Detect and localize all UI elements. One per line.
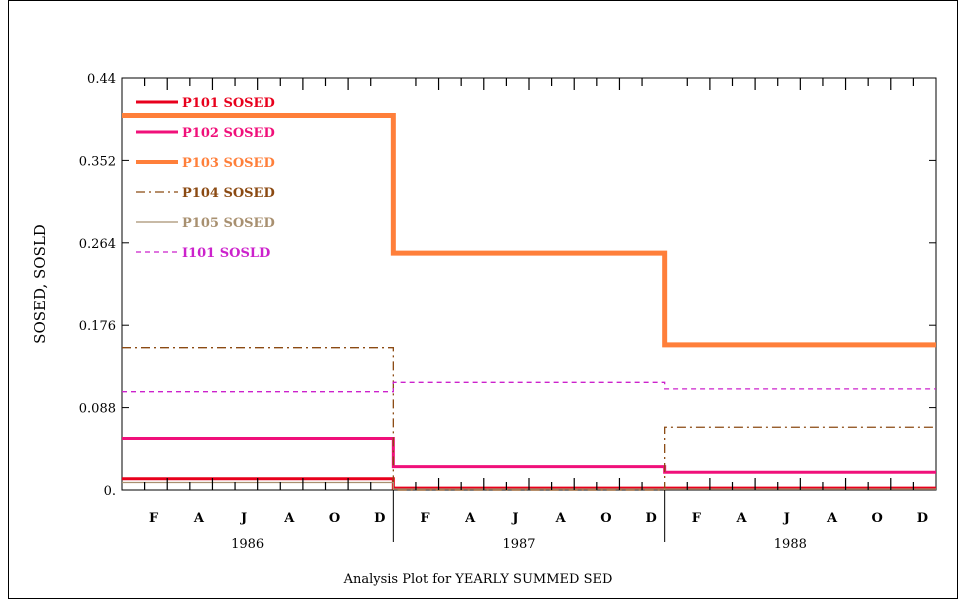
x-month-label: D bbox=[645, 511, 656, 526]
y-tick-label: 0.352 bbox=[79, 154, 116, 169]
legend-label: P105 SOSED bbox=[182, 216, 275, 231]
x-year-label: 1988 bbox=[774, 537, 807, 552]
x-month-label: D bbox=[917, 511, 928, 526]
x-axis-title: Analysis Plot for YEARLY SUMMED SED bbox=[343, 572, 613, 587]
x-month-label: J bbox=[511, 511, 518, 526]
legend-label: P103 SOSED bbox=[182, 156, 275, 171]
x-month-label: O bbox=[872, 511, 883, 526]
x-month-label: A bbox=[826, 511, 838, 526]
series-line bbox=[122, 437, 936, 474]
series-layer bbox=[122, 112, 936, 491]
y-tick-label: 0.176 bbox=[79, 319, 116, 334]
x-axis: F A J A O D 1986 F A J A O D 1987 F A J A O D 1988 bbox=[144, 78, 928, 552]
chart-frame bbox=[8, 0, 958, 599]
y-ticks: 0. 0.088 0.176 0.264 0.352 0.44 bbox=[79, 72, 936, 499]
x-month-label: D bbox=[374, 511, 385, 526]
legend: P101 SOSED P102 SOSED P103 SOSED P104 SOSED… bbox=[136, 96, 275, 261]
y-tick-label: 0.44 bbox=[87, 72, 116, 87]
x-month-label: A bbox=[193, 511, 205, 526]
x-month-label: F bbox=[420, 511, 430, 526]
x-month-label: A bbox=[464, 511, 476, 526]
legend-label: P102 SOSED bbox=[182, 126, 275, 141]
x-month-label: O bbox=[600, 511, 611, 526]
x-year-label: 1986 bbox=[231, 537, 264, 552]
x-month-label: A bbox=[735, 511, 747, 526]
y-axis-title: SOSED, SOSLD bbox=[31, 224, 49, 344]
y-tick-label: 0. bbox=[104, 484, 116, 499]
y-tick-label: 0.264 bbox=[79, 237, 116, 252]
x-month-label: F bbox=[692, 511, 702, 526]
legend-label: P101 SOSED bbox=[182, 96, 275, 111]
series-line bbox=[122, 381, 936, 393]
y-tick-label: 0.088 bbox=[79, 402, 116, 417]
x-month-label: A bbox=[283, 511, 295, 526]
series-line bbox=[122, 347, 936, 491]
x-month-label: J bbox=[240, 511, 247, 526]
legend-label: P104 SOSED bbox=[182, 186, 275, 201]
x-month-label: J bbox=[783, 511, 790, 526]
legend-label: I101 SOSLD bbox=[182, 246, 270, 261]
x-year-label: 1987 bbox=[502, 537, 535, 552]
series-line bbox=[122, 112, 936, 348]
x-month-label: F bbox=[149, 511, 159, 526]
x-month-label: A bbox=[555, 511, 567, 526]
x-month-label: O bbox=[329, 511, 340, 526]
